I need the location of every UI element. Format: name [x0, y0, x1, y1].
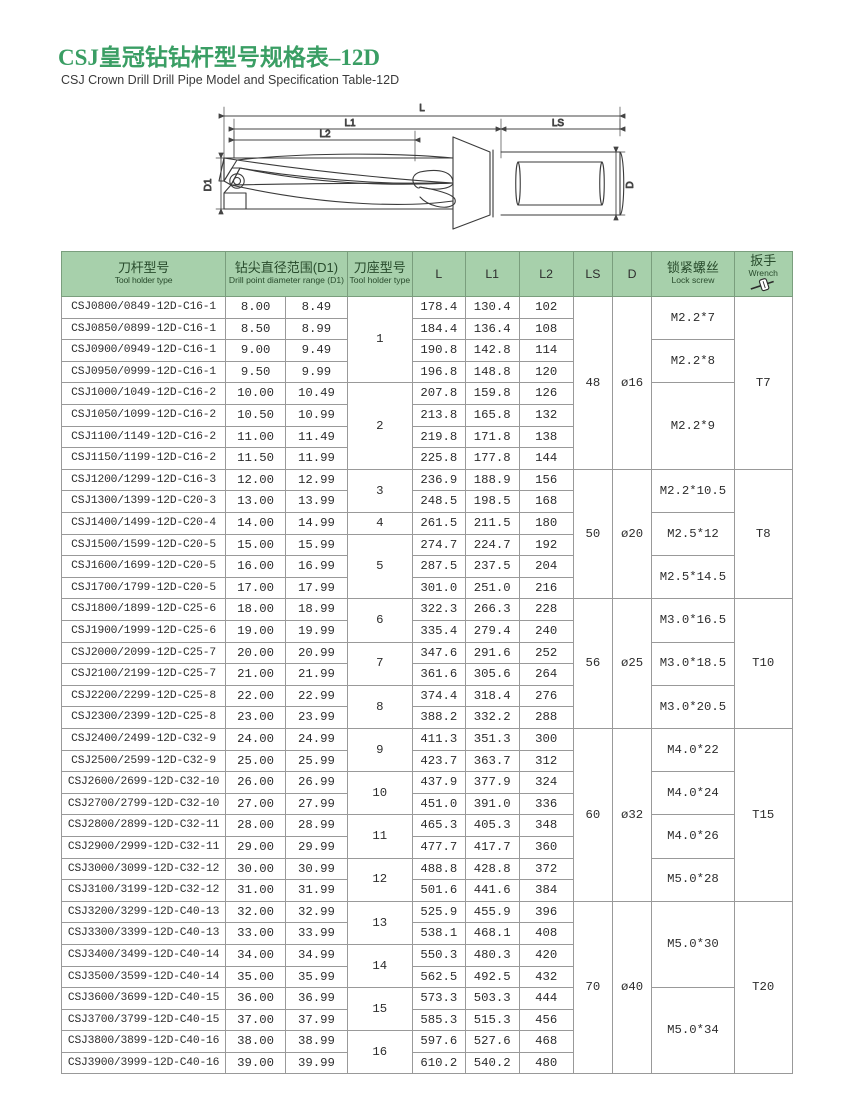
svg-text:D: D — [625, 181, 636, 188]
svg-text:L: L — [419, 103, 425, 114]
svg-text:D1: D1 — [203, 178, 214, 191]
svg-text:L1: L1 — [344, 118, 356, 129]
svg-text:L2: L2 — [319, 129, 331, 140]
svg-text:LS: LS — [552, 118, 565, 129]
